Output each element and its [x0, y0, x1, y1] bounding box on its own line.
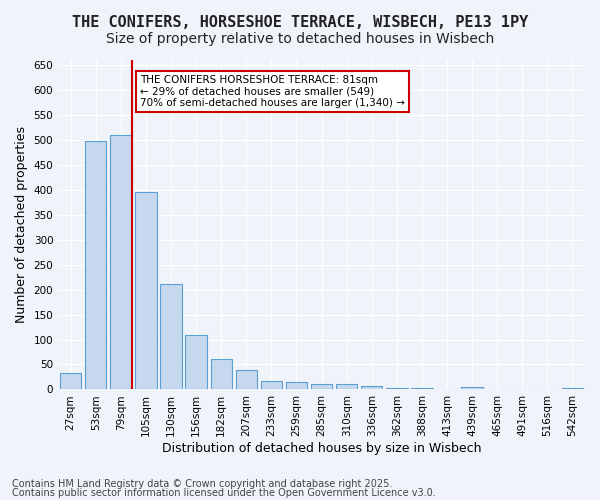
Bar: [361, 386, 382, 390]
Bar: [386, 388, 407, 390]
Bar: [411, 388, 433, 390]
Bar: [185, 334, 207, 390]
Bar: [136, 192, 157, 390]
Text: Contains HM Land Registry data © Crown copyright and database right 2025.: Contains HM Land Registry data © Crown c…: [12, 479, 392, 489]
Bar: [236, 370, 257, 390]
Bar: [286, 382, 307, 390]
Bar: [461, 387, 483, 390]
Bar: [211, 358, 232, 390]
Bar: [110, 135, 131, 390]
Text: Contains public sector information licensed under the Open Government Licence v3: Contains public sector information licen…: [12, 488, 436, 498]
Text: Size of property relative to detached houses in Wisbech: Size of property relative to detached ho…: [106, 32, 494, 46]
Bar: [562, 388, 583, 390]
Bar: [261, 381, 282, 390]
Text: THE CONIFERS HORSESHOE TERRACE: 81sqm
← 29% of detached houses are smaller (549): THE CONIFERS HORSESHOE TERRACE: 81sqm ← …: [140, 75, 405, 108]
X-axis label: Distribution of detached houses by size in Wisbech: Distribution of detached houses by size …: [162, 442, 481, 455]
Bar: [336, 384, 358, 390]
Bar: [160, 284, 182, 390]
Text: THE CONIFERS, HORSESHOE TERRACE, WISBECH, PE13 1PY: THE CONIFERS, HORSESHOE TERRACE, WISBECH…: [72, 15, 528, 30]
Bar: [311, 384, 332, 390]
Y-axis label: Number of detached properties: Number of detached properties: [15, 126, 28, 323]
Bar: [85, 141, 106, 390]
Bar: [60, 374, 82, 390]
